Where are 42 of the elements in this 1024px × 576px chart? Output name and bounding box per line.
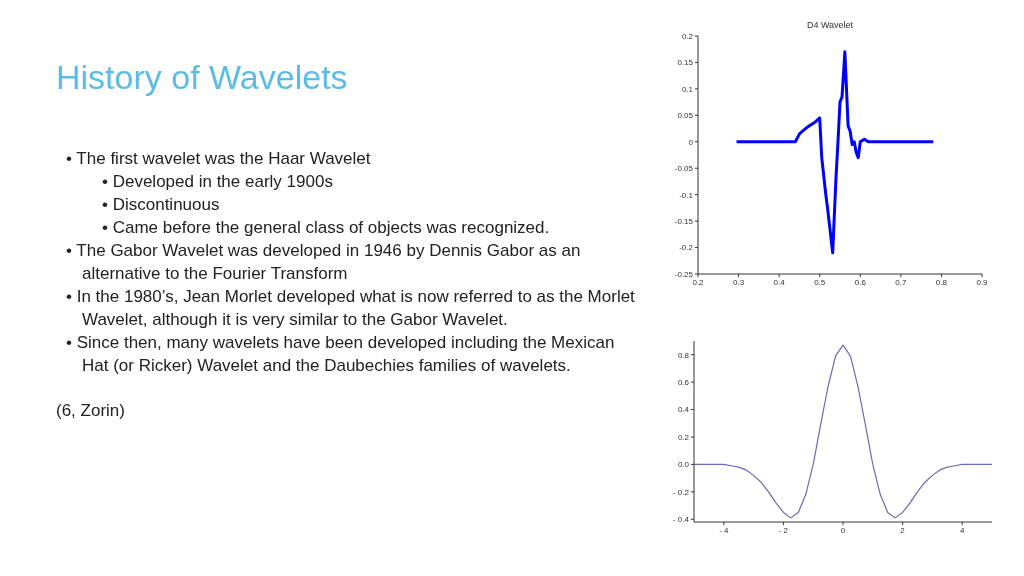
y-tick-label: 0.6: [677, 377, 690, 387]
y-tick-label: 0.4: [677, 405, 690, 415]
y-tick-label: -0.2: [679, 243, 694, 253]
text: • Since then, many wavelets have been developed including the Mexican Hat (or Ricker) Wavelet and the Daubechies families of wavelets.: [65, 332, 616, 377]
line-series: [694, 344, 992, 519]
x-tick-label: 0.8: [935, 277, 948, 287]
y-tick-label: -0.15: [674, 216, 694, 226]
y-tick-label: 0.2: [681, 31, 694, 41]
text: • Discontinuous: [101, 194, 221, 216]
text: • The first wavelet was the Haar Wavelet: [65, 148, 372, 170]
text: History of Wavelets: [56, 58, 349, 97]
text: • Developed in the early 1900s: [101, 171, 334, 193]
x-tick-label: 2: [900, 525, 906, 535]
y-tick-label: 0.05: [677, 111, 694, 121]
x-tick-label: 0.2: [692, 277, 705, 287]
y-tick-label: 0.15: [677, 58, 694, 68]
text: (6, Zorin): [56, 400, 126, 422]
y-tick-label: -0.05: [674, 164, 694, 174]
y-tick-label: -0.1: [679, 190, 694, 200]
y-tick-label: -0.25: [674, 269, 694, 279]
y-tick-label: - 0.2: [672, 487, 690, 497]
y-tick-label: 0.0: [677, 460, 690, 470]
text: • In the 1980’s, Jean Morlet developed what is now referred to as the Morlet Wavelet, although it is very similar to the Gabor Wavelet.: [65, 286, 636, 331]
x-tick-label: 0.5: [814, 277, 826, 287]
line-series: [735, 50, 935, 255]
y-tick-label: 0.8: [677, 350, 690, 360]
text: • The Gabor Wavelet was developed in 1946 by Dennis Gabor as an alternative to the Fourier Transform: [65, 240, 582, 285]
x-tick-label: - 4: [719, 525, 730, 535]
y-tick-label: - 0.4: [672, 515, 690, 525]
x-tick-label: 4: [959, 525, 965, 535]
x-tick-label: 0.6: [854, 277, 867, 287]
x-tick-label: 0.7: [895, 277, 907, 287]
chart-title: D4 Wavelet: [805, 20, 855, 32]
x-tick-label: 0: [840, 525, 846, 535]
x-tick-label: 0.3: [733, 277, 745, 287]
y-tick-label: 0: [688, 137, 694, 147]
text: • Came before the general class of objects was recognized.: [101, 217, 551, 239]
x-tick-label: 0.4: [773, 277, 786, 287]
y-tick-label: 0.2: [677, 432, 690, 442]
y-tick-label: 0.1: [681, 84, 694, 94]
x-tick-label: 0.9: [976, 277, 989, 287]
x-tick-label: - 2: [778, 525, 789, 535]
